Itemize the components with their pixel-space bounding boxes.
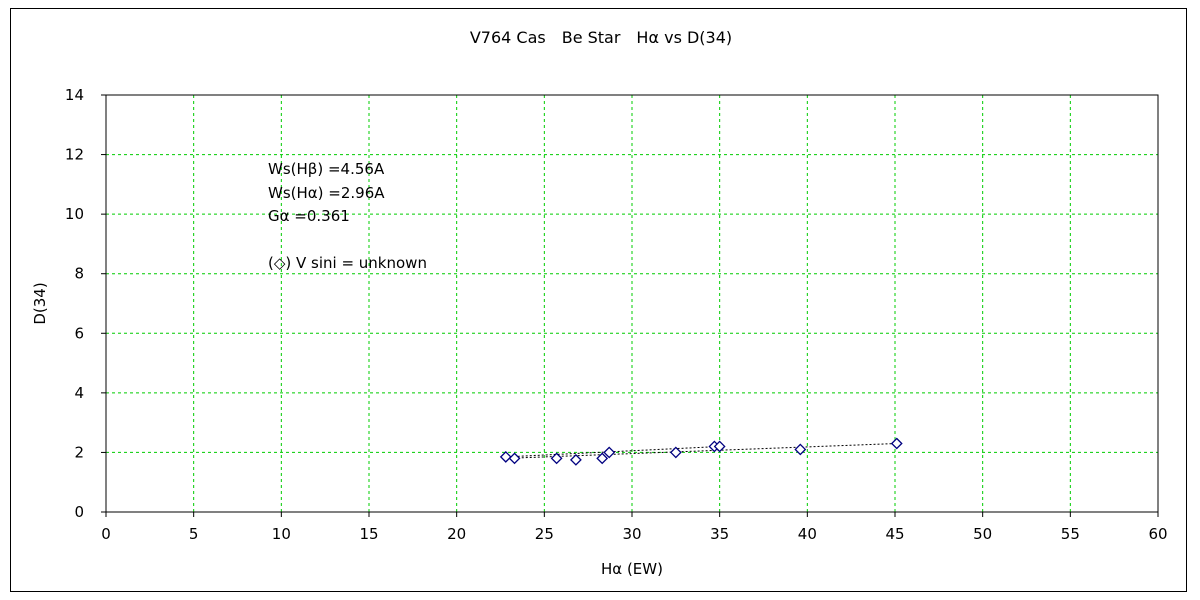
y-tick-label: 6 bbox=[74, 324, 84, 342]
trendline bbox=[505, 442, 897, 459]
x-axis-label: Hα (EW) bbox=[601, 560, 663, 578]
chart-title: V764 Cas Be Star Hα vs D(34) bbox=[470, 28, 732, 47]
data-markers bbox=[499, 437, 903, 466]
y-tick-label: 14 bbox=[65, 86, 84, 104]
x-tick-label: 20 bbox=[447, 525, 466, 543]
x-tick-label: 15 bbox=[359, 525, 378, 543]
x-tick-label: 30 bbox=[622, 525, 641, 543]
y-axis-label: D(34) bbox=[31, 282, 49, 324]
data-point bbox=[508, 452, 521, 465]
x-tick-label: 5 bbox=[189, 525, 199, 543]
data-point bbox=[669, 446, 682, 459]
annotation-vsini: (◇) V sini = unknown bbox=[268, 254, 427, 272]
x-tick-label: 55 bbox=[1061, 525, 1080, 543]
axes: 0 5 10 15 20 25 30 35 40 45 50 55 60 0 2 4 6 8 10 12 14 bbox=[65, 86, 1168, 543]
y-tick-label: 2 bbox=[74, 443, 84, 461]
data-point bbox=[713, 440, 726, 453]
data-point bbox=[603, 446, 616, 459]
y-tick-label: 12 bbox=[65, 146, 84, 164]
data-point bbox=[794, 443, 807, 456]
x-tick-label: 40 bbox=[798, 525, 817, 543]
data-point bbox=[890, 437, 903, 450]
x-tick-label: 35 bbox=[710, 525, 729, 543]
data-point bbox=[550, 452, 563, 465]
data-point bbox=[596, 452, 609, 465]
x-tick-label: 50 bbox=[973, 525, 992, 543]
x-tick-label: 45 bbox=[885, 525, 904, 543]
y-tick-label: 8 bbox=[74, 265, 84, 283]
data-point bbox=[499, 450, 512, 463]
chart-frame: V764 Cas Be Star Hα vs D(34) Hα (EW) D(3… bbox=[10, 8, 1187, 592]
grid-lines bbox=[106, 95, 1158, 512]
annotation-ws-halpha: Ws(Hα) =2.96A bbox=[268, 184, 385, 202]
x-tick-label: 60 bbox=[1148, 525, 1167, 543]
annotation-galpha: Gα =0.361 bbox=[268, 207, 350, 225]
chart-svg: V764 Cas Be Star Hα vs D(34) Hα (EW) D(3… bbox=[31, 28, 1168, 578]
y-tick-label: 4 bbox=[74, 384, 84, 402]
annotation-ws-hbeta: Ws(Hβ) =4.56A bbox=[268, 160, 385, 178]
y-tick-label: 10 bbox=[65, 205, 84, 223]
x-tick-label: 0 bbox=[101, 525, 111, 543]
x-tick-label: 25 bbox=[535, 525, 554, 543]
x-tick-label: 10 bbox=[272, 525, 291, 543]
data-point bbox=[569, 453, 582, 466]
y-tick-label: 0 bbox=[74, 503, 84, 521]
